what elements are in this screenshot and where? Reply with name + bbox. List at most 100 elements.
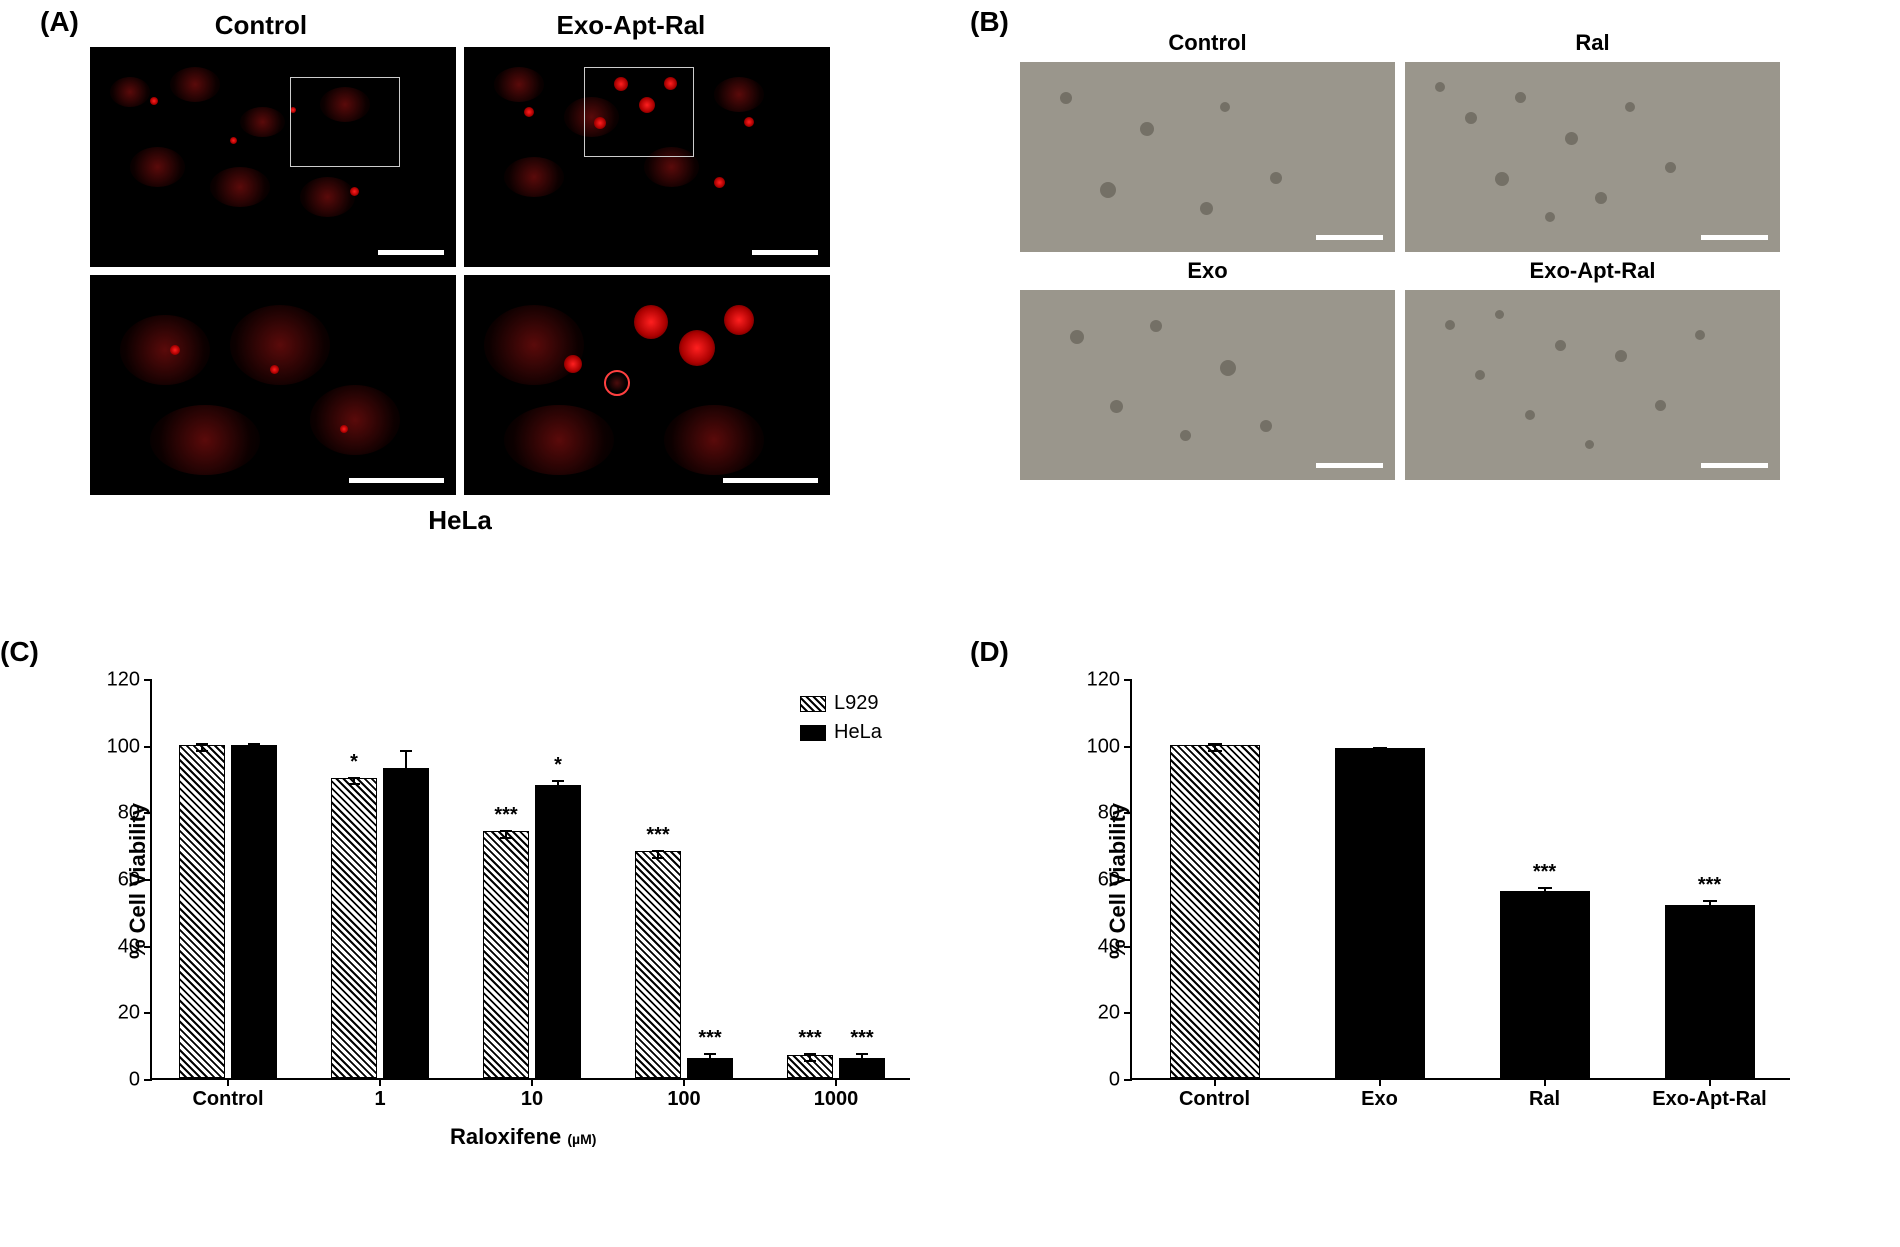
chart-c-sig: *** <box>494 804 517 827</box>
chart-d-xtick-label: Exo-Apt-Ral <box>1652 1088 1766 1111</box>
chart-c-xtick <box>683 1078 685 1086</box>
chart-d-xtick <box>1544 1078 1546 1086</box>
chart-d-ytick-label: 100 <box>1087 735 1120 758</box>
chart-c-ytick-label: 20 <box>118 1002 140 1025</box>
chart-d-xtick <box>1379 1078 1381 1086</box>
chart-c-errcap <box>652 850 664 852</box>
chart-d-errcap <box>1373 753 1387 755</box>
chart-c-errcap <box>704 1053 716 1055</box>
chart-d-errcap <box>1703 913 1717 915</box>
chart-c-xlabel: Raloxifene (µM) <box>450 1124 596 1150</box>
chart-d-bar <box>1500 891 1590 1078</box>
panel-a-sublabel: HeLa <box>90 505 830 536</box>
chart-c-xtick <box>531 1078 533 1086</box>
chart-c-xlabel-unit: (µM) <box>567 1131 596 1147</box>
chart-d-ytick-label: 20 <box>1098 1002 1120 1025</box>
bf-label-exo: Exo <box>1020 258 1395 284</box>
chart-c-ytick <box>144 679 152 681</box>
chart-d-xtick-label: Exo <box>1361 1088 1398 1111</box>
chart-c-legend-row: HeLa <box>800 721 882 744</box>
panel-b: Control Ral <box>1020 30 1780 480</box>
chart-c-sig: * <box>554 754 562 777</box>
chart-d-bar <box>1170 745 1260 1078</box>
chart-c-errcap <box>248 750 260 752</box>
chart-c-legend-text: HeLa <box>834 721 882 744</box>
chart-c-bar <box>535 785 581 1078</box>
chart-c-errcap <box>804 1060 816 1062</box>
chart-d-bar <box>1665 905 1755 1078</box>
chart-d-ytick-label: 120 <box>1087 669 1120 692</box>
chart-c-legend-text: L929 <box>834 692 879 715</box>
bf-label-exoaptral: Exo-Apt-Ral <box>1405 258 1780 284</box>
figure-root: (A) (B) (C) (D) Control Exo-Apt-Ral <box>0 0 1900 1247</box>
chart-d-sig: *** <box>1698 874 1721 897</box>
chart-c-ytick <box>144 1079 152 1081</box>
chart-c-errbar <box>405 750 407 790</box>
chart-d-ylabel: % Cell Viability <box>1105 803 1131 959</box>
chart-c-xtick <box>227 1078 229 1086</box>
chart-d-area: 020406080100120ControlExoRal***Exo-Apt-R… <box>1130 680 1790 1080</box>
panel-c-chart: 020406080100120Control1*10****100******1… <box>30 640 950 1200</box>
chart-c-errcap <box>856 1053 868 1055</box>
chart-d-ytick <box>1124 1079 1132 1081</box>
brightfield-exo <box>1020 290 1395 480</box>
chart-c-errcap <box>348 777 360 779</box>
chart-d-xtick <box>1214 1078 1216 1086</box>
chart-c-sig: * <box>350 751 358 774</box>
chart-c-xtick-label: 10 <box>521 1088 543 1111</box>
chart-c-area: 020406080100120Control1*10****100******1… <box>150 680 910 1080</box>
chart-c-ytick-label: 100 <box>107 735 140 758</box>
chart-c-errcap <box>400 750 412 752</box>
panel-a-header-control: Control <box>215 10 307 41</box>
panel-b-label: (B) <box>970 6 1009 38</box>
chart-d-xtick <box>1709 1078 1711 1086</box>
chart-c-xtick <box>835 1078 837 1086</box>
chart-d-bar <box>1335 748 1425 1078</box>
chart-c-bar <box>331 778 377 1078</box>
chart-c-bar <box>635 851 681 1078</box>
panel-a-header-exo: Exo-Apt-Ral <box>557 10 706 41</box>
chart-c-xtick-label: 1000 <box>814 1088 859 1111</box>
chart-d-errcap <box>1208 743 1222 745</box>
chart-c-xlabel-text: Raloxifene <box>450 1124 561 1149</box>
chart-c-errcap <box>348 783 360 785</box>
chart-d-ytick <box>1124 746 1132 748</box>
chart-c-xtick-label: 1 <box>374 1088 385 1111</box>
chart-c-sig: *** <box>798 1027 821 1050</box>
chart-d-errcap <box>1703 900 1717 902</box>
chart-d-xtick-label: Control <box>1179 1088 1250 1111</box>
chart-c-errcap <box>552 793 564 795</box>
chart-c-legend-row: L929 <box>800 692 882 715</box>
chart-c-legend-swatch <box>800 725 826 741</box>
microscopy-exo-zoom <box>464 275 830 495</box>
chart-c-legend: L929 HeLa <box>800 692 882 744</box>
chart-c-errcap <box>500 837 512 839</box>
chart-c-ytick-label: 0 <box>129 1069 140 1092</box>
chart-c-xtick-label: 100 <box>667 1088 700 1111</box>
panel-a-label: (A) <box>40 6 79 38</box>
panel-d-label: (D) <box>970 636 1009 668</box>
panel-a: Control Exo-Apt-Ral <box>90 10 830 536</box>
chart-c-errcap <box>552 780 564 782</box>
chart-c-errcap <box>856 1067 868 1069</box>
chart-c-bar <box>483 831 529 1078</box>
chart-d-errcap <box>1208 750 1222 752</box>
chart-d-sig: *** <box>1533 861 1556 884</box>
chart-c-bar <box>231 745 277 1078</box>
chart-c-errcap <box>400 790 412 792</box>
chart-c-errcap <box>704 1067 716 1069</box>
chart-c-sig: *** <box>646 824 669 847</box>
chart-c-errcap <box>500 830 512 832</box>
microscopy-control-overview <box>90 47 456 267</box>
chart-d-ytick <box>1124 679 1132 681</box>
chart-c-xtick-label: Control <box>192 1088 263 1111</box>
bf-label-control: Control <box>1020 30 1395 56</box>
chart-c-errcap <box>804 1053 816 1055</box>
chart-c-sig: *** <box>698 1027 721 1050</box>
chart-c-errcap <box>196 743 208 745</box>
brightfield-control <box>1020 62 1395 252</box>
bf-label-ral: Ral <box>1405 30 1780 56</box>
chart-c-ytick <box>144 746 152 748</box>
chart-d-ytick <box>1124 1012 1132 1014</box>
chart-c-ytick <box>144 1012 152 1014</box>
